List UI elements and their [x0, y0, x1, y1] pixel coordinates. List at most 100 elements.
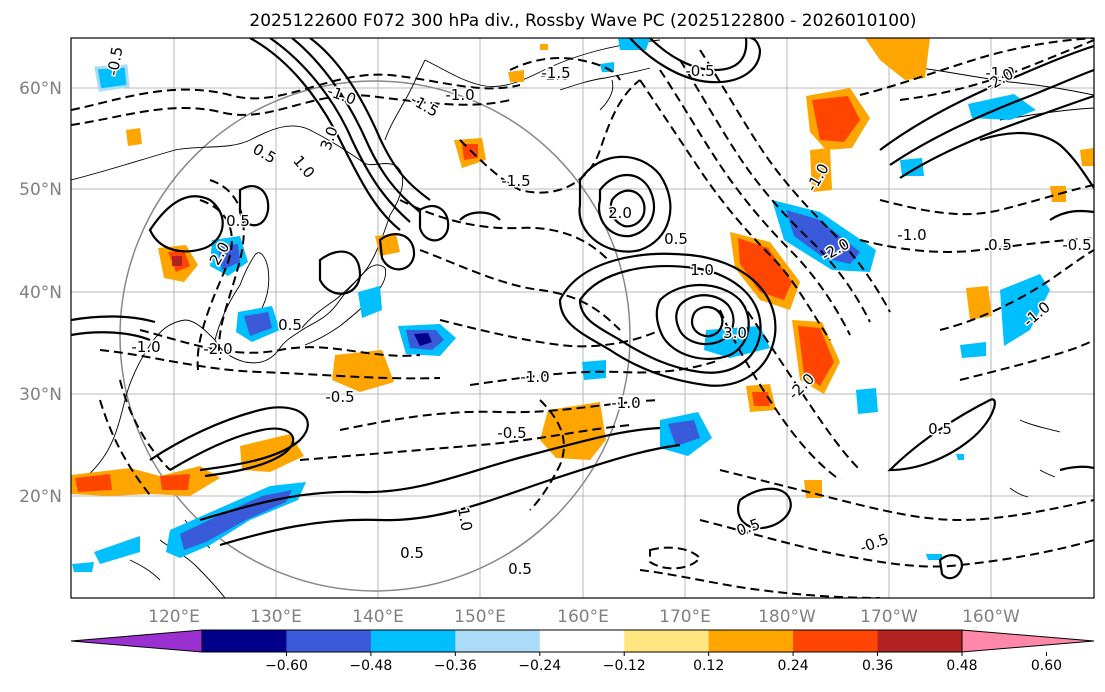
colorbar-ticks: −0.60 −0.48 −0.36 −0.24 −0.12 0.12 0.24 0.36 0.4…	[265, 652, 1062, 674]
colorbar: −0.60 −0.48 −0.36 −0.24 −0.12 0.12 0.24 0.36 0.4…	[70, 629, 1095, 674]
contour-label-negative: -2.0	[203, 340, 232, 358]
shade-positive	[332, 350, 394, 392]
contour-label-negative: -1.0	[897, 226, 926, 244]
colorbar-segment	[624, 630, 710, 652]
contour-label-positive: 0.5	[508, 560, 532, 578]
lon-label: 120°E	[148, 607, 200, 627]
contour-label-negative: -1.0	[520, 368, 549, 386]
colorbar-tick-label: 0.24	[778, 658, 809, 674]
lon-label: 150°E	[454, 607, 506, 627]
shade-negative	[180, 490, 292, 550]
div-shading	[71, 38, 1094, 572]
lon-label: 170°W	[860, 607, 918, 627]
contour-label-negative: -1.0	[611, 394, 640, 412]
lat-label: 50°N	[19, 180, 62, 200]
contour-label-positive: 1.0	[690, 261, 714, 279]
shade-negative	[358, 286, 382, 318]
colorbar-tick-label: −0.60	[265, 658, 308, 674]
latitude-axis: 60°N 50°N 40°N 30°N 20°N	[19, 79, 62, 507]
colorbar-tick-label: 0.12	[693, 658, 724, 674]
shade-negative	[786, 210, 860, 264]
shade-negative	[900, 158, 924, 176]
shade-positive	[752, 392, 770, 406]
shade-positive	[126, 128, 142, 146]
lon-label: 160°W	[962, 607, 1020, 627]
colorbar-tick-label: −0.48	[349, 658, 392, 674]
contour-label-positive: 0.5	[664, 230, 688, 248]
colorbar-tick-label: −0.36	[434, 658, 477, 674]
lon-label: 170°E	[659, 607, 711, 627]
contour-label-positive: 3.0	[723, 324, 747, 342]
colorbar-frame	[201, 629, 963, 653]
coastlines	[71, 39, 1094, 598]
colorbar-tick-label: 0.48	[946, 658, 977, 674]
shade-positive	[172, 256, 182, 266]
shade-positive	[738, 238, 792, 300]
map-frame	[70, 37, 1095, 599]
shade-positive	[812, 96, 860, 142]
contour-label-negative: -2.0	[540, 66, 569, 84]
shade-positive	[1050, 186, 1066, 202]
contour-label-negative: -1.5	[501, 172, 530, 190]
shade-negative	[1000, 274, 1050, 346]
colorbar-segment	[202, 630, 287, 652]
shade-negative	[72, 562, 94, 572]
colorbar-segment	[877, 630, 963, 652]
map-panel: 3.0-0.5-1.0 -1.5-2.00.5 1.0 -1.5-1.50.52.0-…	[70, 37, 1095, 599]
colorbar-segment	[286, 630, 372, 652]
contours-negative	[71, 38, 1094, 598]
shade-negative	[960, 342, 986, 358]
contour-label-negative: -0.5	[497, 424, 526, 442]
lat-label: 20°N	[19, 487, 62, 507]
contour-label-negative: -1.0	[445, 86, 474, 104]
shade-positive	[540, 44, 548, 50]
shade-positive	[75, 474, 112, 492]
shade-negative	[668, 420, 700, 446]
shade-negative	[414, 333, 432, 346]
shade-positive	[966, 286, 992, 320]
shade-negative	[926, 554, 942, 560]
contour-label-negative: -1.0	[985, 64, 1014, 82]
shade-negative	[94, 64, 130, 92]
colorbar-extend-high	[961, 629, 1095, 653]
colorbar-tick-label: −0.12	[603, 658, 646, 674]
contour-label-positive: 0.5	[928, 420, 952, 438]
shade-positive	[160, 474, 190, 490]
chart-title: 2025122600 F072 300 hPa div., Rossby Wav…	[249, 11, 916, 31]
contour-label-negative: -1.0	[131, 338, 160, 356]
shade-positive	[240, 434, 304, 472]
shade-positive	[508, 70, 524, 82]
lat-label: 30°N	[19, 385, 62, 405]
shade-positive	[798, 326, 834, 386]
shade-negative	[618, 38, 650, 50]
colorbar-extend-low	[70, 629, 203, 653]
contour-label-positive: 0.5	[400, 544, 424, 562]
shade-negative	[856, 388, 878, 414]
longitude-axis: 120°E 130°E 140°E 150°E 160°E 170°E 180°…	[148, 607, 1020, 627]
colorbar-segment	[370, 630, 456, 652]
shade-negative	[582, 360, 606, 380]
lon-label: 160°E	[557, 607, 609, 627]
colorbar-segments	[70, 629, 1095, 653]
shade-positive	[810, 148, 832, 192]
contour-label-positive: 0.5	[278, 316, 302, 334]
shade-positive	[540, 402, 606, 460]
colorbar-segment	[455, 630, 541, 652]
contour-label-negative: -0.5	[685, 62, 714, 80]
lat-label: 40°N	[19, 283, 62, 303]
colorbar-segment	[708, 630, 794, 652]
contour-label-negative: -0.5	[1062, 236, 1091, 254]
lon-label: 140°E	[352, 607, 404, 627]
shade-negative	[956, 454, 964, 460]
colorbar-segment	[539, 630, 625, 652]
shade-positive	[1080, 148, 1094, 166]
lon-label: 180°W	[758, 607, 816, 627]
contours-positive	[71, 38, 1094, 580]
shade-positive	[865, 38, 930, 80]
lat-label: 60°N	[19, 79, 62, 99]
reference-circle	[119, 80, 631, 592]
shade-positive	[462, 144, 478, 160]
lon-label: 130°E	[250, 607, 302, 627]
colorbar-segment	[793, 630, 879, 652]
